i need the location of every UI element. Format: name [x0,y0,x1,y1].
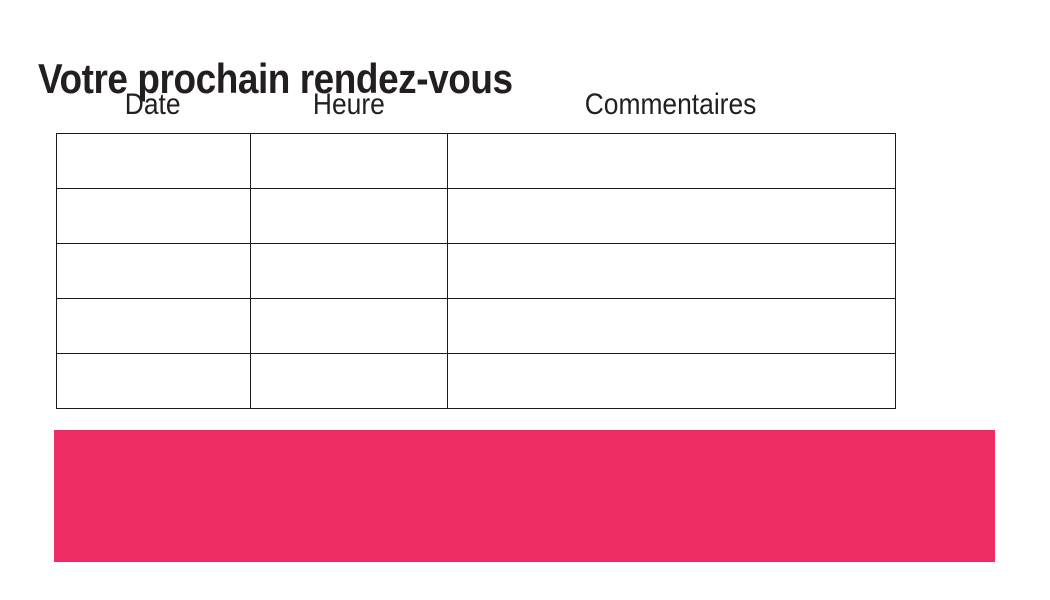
table-cell [56,353,251,409]
table-cell [56,243,251,299]
appointments-table [56,133,896,409]
table-row [56,353,896,409]
table-cell [56,133,251,189]
column-header-date-label: Date [125,88,181,121]
column-header-heure-label: Heure [312,88,385,121]
table-cell [250,353,448,409]
table-cell [447,188,896,244]
table-cell [56,298,251,354]
table-header-row: Date Heure Commentaires [56,90,895,120]
appointments-table-body [56,133,896,409]
table-cell [447,133,896,189]
table-row [56,243,896,299]
table-row [56,133,896,189]
table-cell [56,188,251,244]
table-cell [447,353,896,409]
page-title: Votre prochain rendez-vous [38,55,513,103]
table-cell [250,243,448,299]
table-cell [250,133,448,189]
table-row [56,188,896,244]
column-header-commentaires-label: Commentaires [585,88,757,121]
table-row [56,298,896,354]
column-header-commentaires: Commentaires [447,90,895,120]
table-cell [447,243,896,299]
column-header-date: Date [56,90,250,120]
table-cell [250,188,448,244]
table-cell [250,298,448,354]
table-cell [447,298,896,354]
pink-banner [54,430,995,562]
column-header-heure: Heure [250,90,447,120]
